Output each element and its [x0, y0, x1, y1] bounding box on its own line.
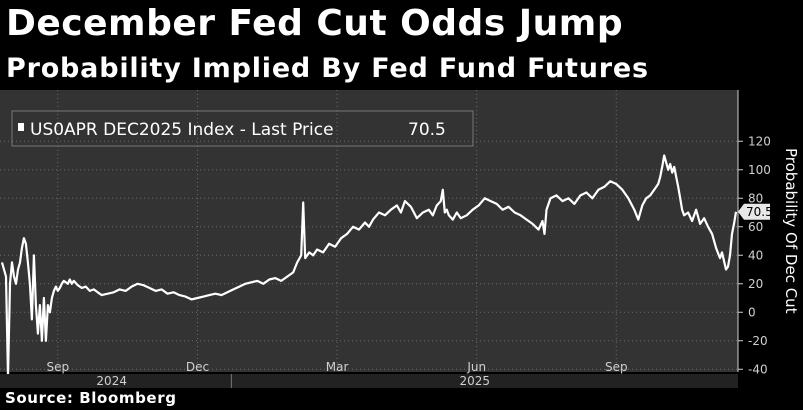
legend-box	[11, 110, 474, 147]
x-tick-label: Jun	[466, 360, 486, 374]
y-tick-label: 0	[748, 305, 756, 319]
y-tick-label: 60	[748, 220, 763, 234]
y-tick-label: 100	[748, 163, 771, 177]
legend-label: US0APR DEC2025 Index - Last Price	[30, 120, 334, 140]
last-price-tag	[738, 203, 770, 220]
x-tick-label: Mar	[326, 360, 349, 374]
x-year-label: 2024	[96, 374, 127, 388]
y-tick-label: 80	[748, 191, 763, 205]
x-year-label: 2025	[459, 374, 490, 388]
chart-subtitle: Probability Implied By Fed Fund Futures	[6, 53, 649, 84]
y-tick-label: 20	[748, 277, 763, 291]
x-axis-year-row	[0, 374, 738, 388]
source-note: Source: Bloomberg	[5, 389, 177, 407]
last-price-label: 70.5	[746, 205, 773, 219]
legend-value: 70.5	[408, 120, 446, 140]
last-price-marker: 70.5	[738, 203, 773, 220]
y-tick-label: -40	[748, 362, 768, 376]
chart-title: December Fed Cut Odds Jump	[6, 3, 624, 44]
y-axis-label: Probability Of Dec Cut	[782, 148, 800, 314]
x-tick-label: Sep	[47, 360, 70, 374]
x-tick-label: Dec	[186, 360, 209, 374]
legend-swatch	[18, 123, 24, 131]
plot-area	[0, 90, 738, 372]
y-tick-label: 120	[748, 134, 771, 148]
y-tick-label: 40	[748, 248, 763, 262]
y-axis: 120 100 80 60 40 20 0 -20 -40	[737, 90, 771, 376]
x-tick-label: Sep	[605, 360, 628, 374]
x-axis: Sep Dec Mar Jun Sep 2024 2025	[0, 360, 738, 388]
legend: US0APR DEC2025 Index - Last Price 70.5	[11, 110, 474, 147]
series-line	[0, 154, 738, 378]
y-tick-label: -20	[748, 334, 768, 348]
